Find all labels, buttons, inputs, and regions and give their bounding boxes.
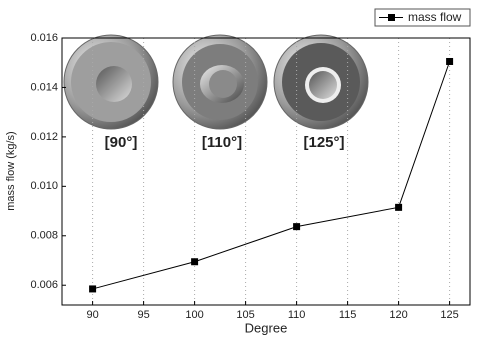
x-tick-label: 100 (185, 309, 203, 321)
disc-images (64, 35, 368, 129)
legend: mass flow (375, 9, 470, 26)
x-tick-label: 105 (236, 309, 254, 321)
x-tick-label: 90 (86, 309, 98, 321)
x-tick-label: 110 (288, 309, 306, 321)
marker (446, 58, 453, 65)
annotation: [110°] (202, 134, 242, 151)
x-axis-label: Degree (245, 320, 288, 335)
legend-marker (388, 14, 395, 21)
y-tick-label: 0.010 (30, 180, 58, 192)
annotation: [90°] (105, 134, 138, 151)
marker (293, 223, 300, 230)
annotation: [125°] (303, 134, 344, 151)
y-tick-label: 0.014 (30, 81, 58, 93)
y-tick-label: 0.008 (30, 230, 58, 242)
y-tick-label: 0.012 (30, 131, 58, 143)
marker (395, 204, 402, 211)
y-axis-label: mass flow (kg/s) (5, 131, 17, 210)
chart: mass flow (kg/s) Degree 90 95 100 105 110 115… (0, 0, 482, 338)
x-tick-label: 115 (339, 309, 357, 321)
x-tick-label: 95 (137, 309, 149, 321)
x-tick-label: 120 (389, 309, 407, 321)
x-tick-label: 125 (440, 309, 458, 321)
legend-label: mass flow (408, 10, 462, 24)
marker (191, 258, 198, 265)
y-tick-label: 0.006 (30, 279, 58, 291)
y-tick-label: 0.016 (30, 32, 58, 44)
marker (89, 285, 96, 292)
